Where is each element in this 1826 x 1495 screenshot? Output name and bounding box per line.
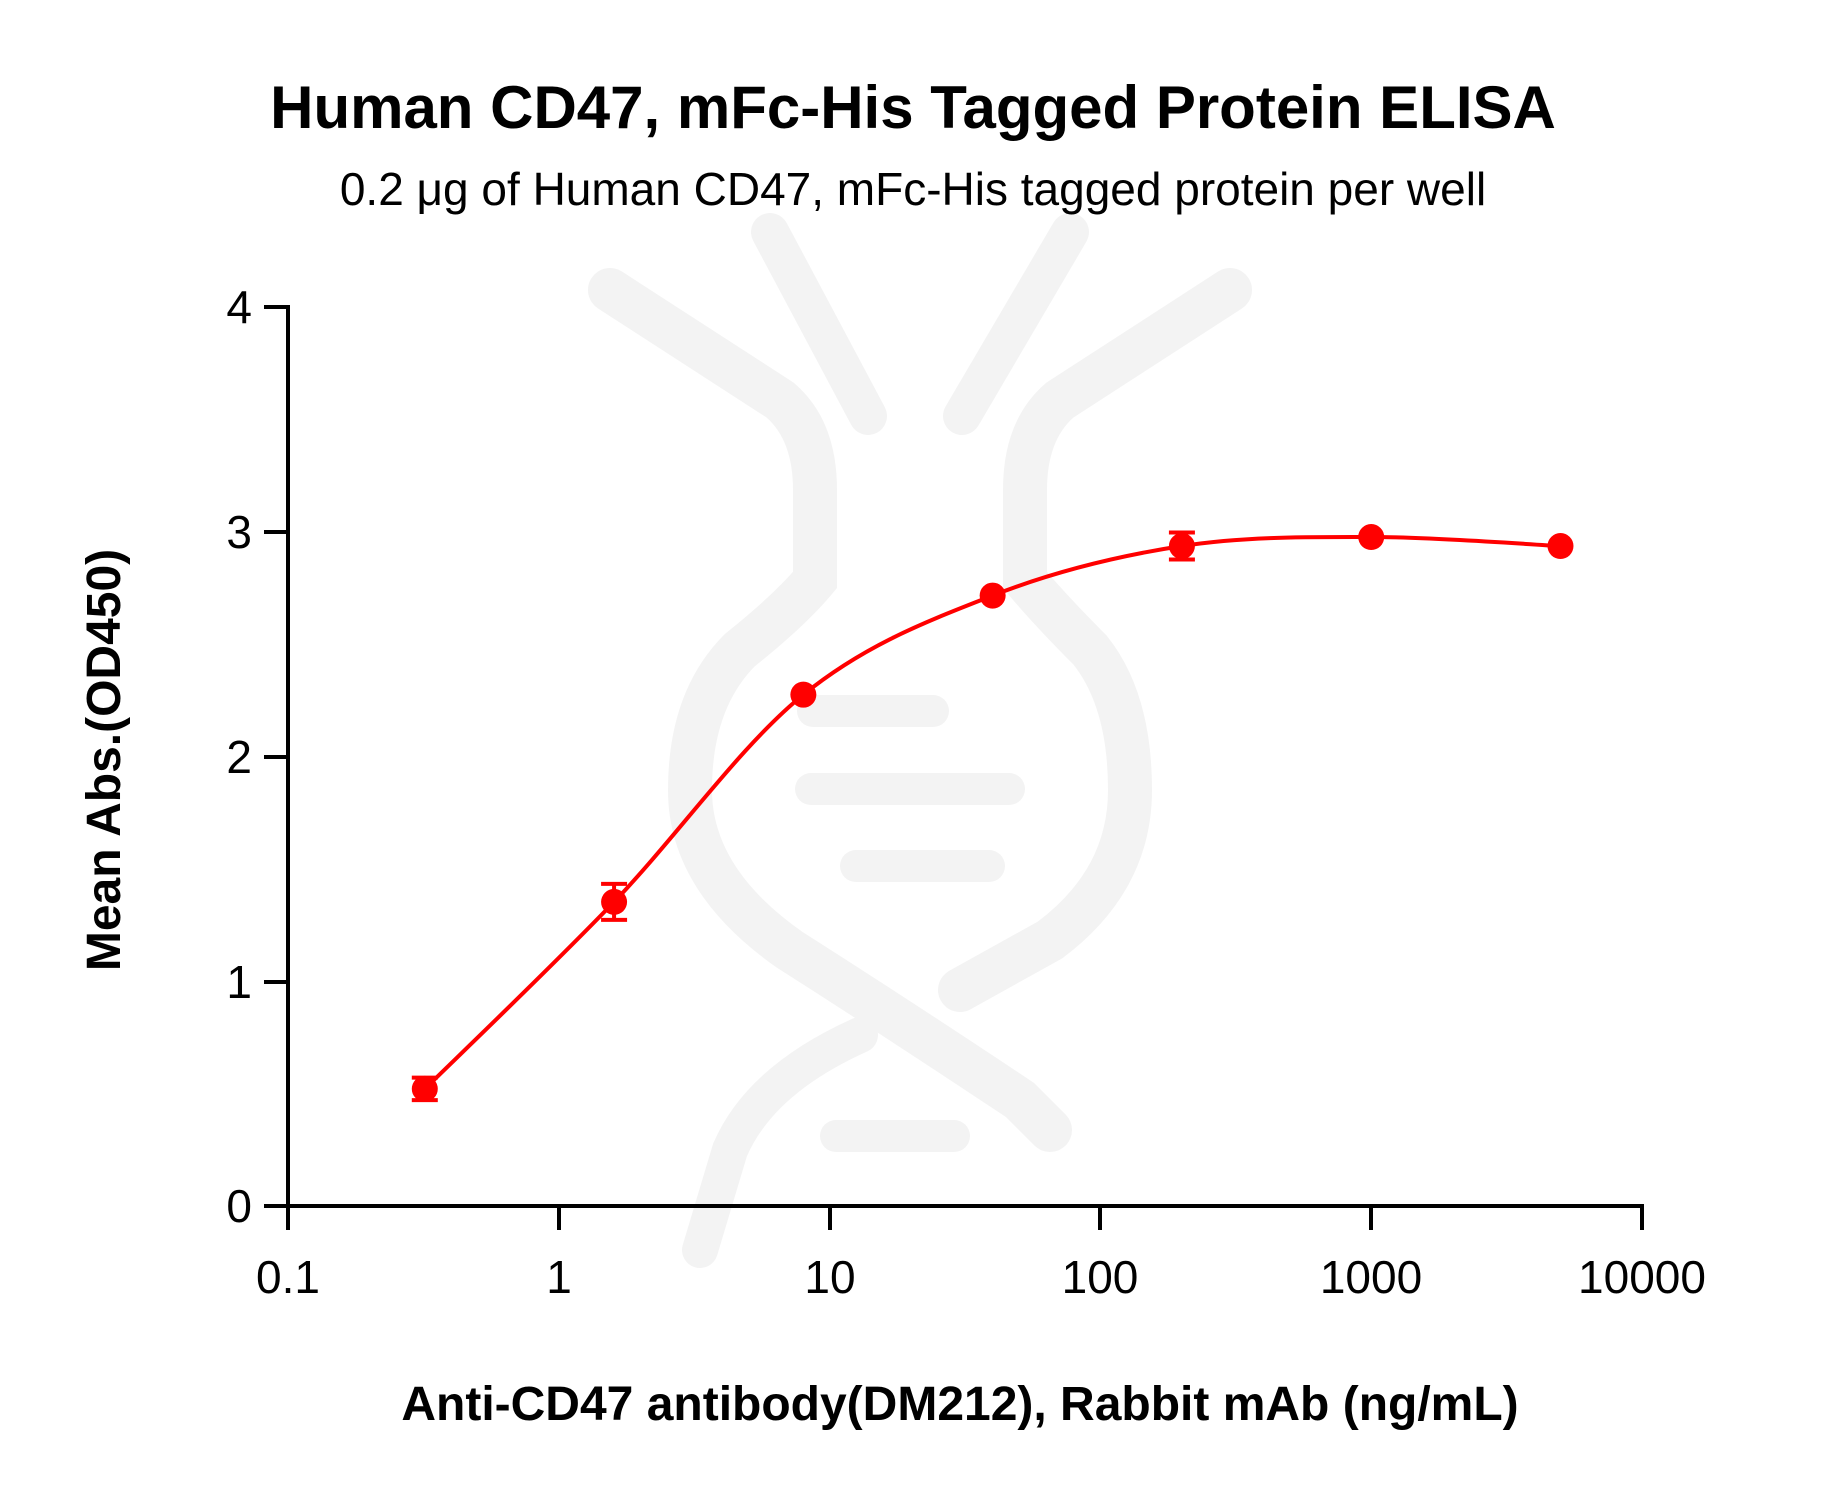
- data-marker: [411, 1075, 438, 1102]
- svg-text:100: 100: [1062, 1251, 1139, 1303]
- x-axis: [264, 1204, 1644, 1230]
- x-axis-label: Anti-CD47 antibody(DM212), Rabbit mAb (n…: [401, 1378, 1518, 1431]
- svg-text:1000: 1000: [1320, 1251, 1422, 1303]
- dna-watermark-icon: [588, 213, 1252, 1268]
- y-tick-labels: 4 3 2 1 0: [226, 281, 252, 1232]
- data-marker: [1358, 524, 1385, 551]
- x-tick-labels: 0.1 1 10 100 1000 10000: [256, 1251, 1706, 1303]
- fit-curve: [423, 534, 1561, 1091]
- data-point: [1547, 533, 1574, 560]
- data-marker: [601, 888, 628, 915]
- data-point: [1358, 524, 1385, 551]
- data-points: [411, 524, 1574, 1103]
- fit-curve-line: [423, 534, 1561, 1091]
- svg-text:2: 2: [226, 731, 252, 783]
- svg-text:1: 1: [546, 1251, 572, 1303]
- svg-text:0: 0: [226, 1180, 252, 1232]
- data-marker: [1547, 533, 1574, 560]
- svg-text:10: 10: [804, 1251, 855, 1303]
- chart-title: Human CD47, mFc-His Tagged Protein ELISA: [270, 74, 1556, 141]
- data-marker: [790, 681, 817, 708]
- svg-text:3: 3: [226, 506, 252, 558]
- data-point: [790, 681, 817, 708]
- svg-text:10000: 10000: [1578, 1251, 1706, 1303]
- svg-text:1: 1: [226, 956, 252, 1008]
- data-point: [1168, 530, 1195, 562]
- data-point: [979, 582, 1006, 609]
- chart-subtitle: 0.2 μg of Human CD47, mFc-His tagged pro…: [340, 163, 1486, 215]
- data-marker: [1168, 533, 1195, 560]
- svg-text:0.1: 0.1: [256, 1251, 320, 1303]
- y-axis: [264, 305, 290, 1230]
- data-marker: [979, 582, 1006, 609]
- data-point: [601, 881, 628, 922]
- svg-text:4: 4: [226, 281, 252, 333]
- y-axis-label: Mean Abs.(OD450): [78, 549, 131, 971]
- data-point: [411, 1075, 438, 1103]
